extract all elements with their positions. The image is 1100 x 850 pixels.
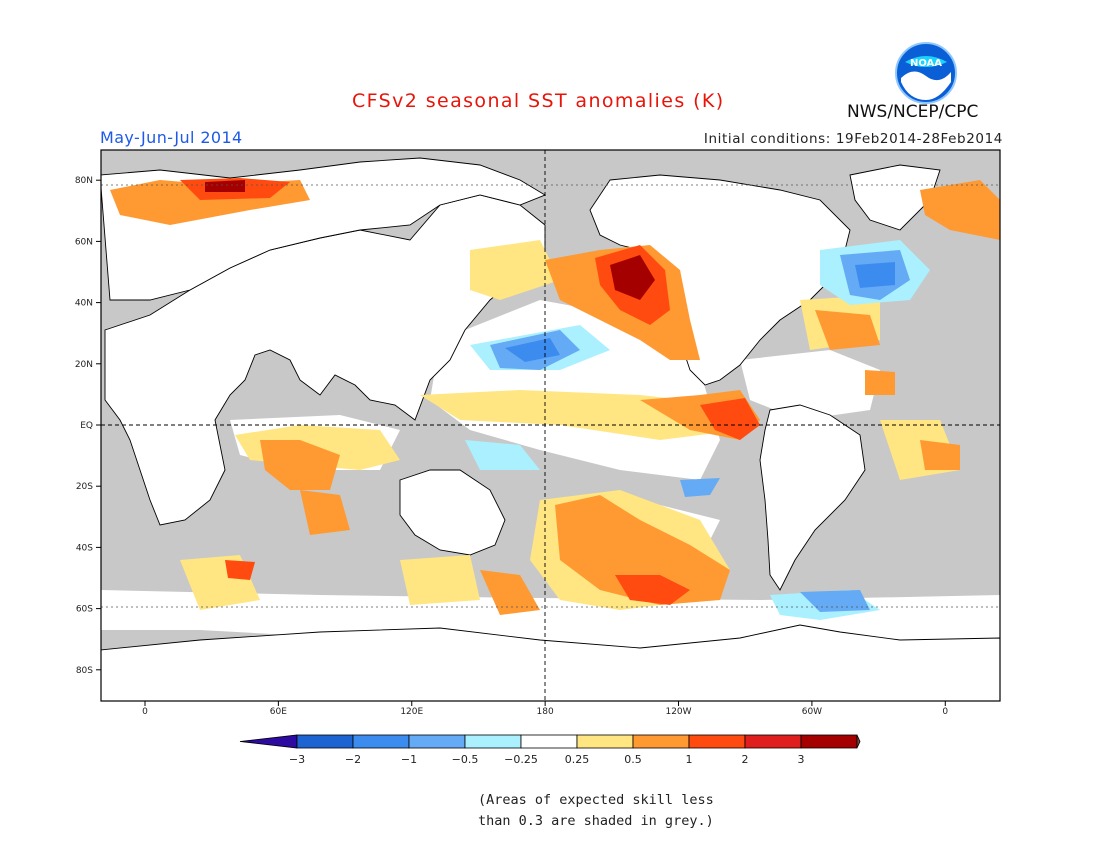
lat-tick-label: 60S bbox=[76, 605, 93, 615]
agency-label: NWS/NCEP/CPC bbox=[847, 102, 979, 122]
noaa-logo-text: NOAA bbox=[910, 58, 942, 69]
colorbar-label: −3 bbox=[289, 753, 305, 766]
colorbar-box bbox=[296, 734, 354, 749]
lat-tick-label: 40N bbox=[75, 299, 93, 309]
colorbar-box bbox=[800, 734, 858, 749]
initial-conditions-label: Initial conditions: 19Feb2014-28Feb2014 bbox=[703, 131, 1003, 147]
colorbar-box bbox=[352, 734, 410, 749]
colorbar-label: 3 bbox=[798, 753, 805, 766]
colorbar-label: −1 bbox=[401, 753, 417, 766]
colorbar-label: 2 bbox=[742, 753, 749, 766]
colorbar-box bbox=[408, 734, 466, 749]
continents bbox=[101, 157, 1000, 701]
lat-tick-label: 80N bbox=[75, 176, 93, 186]
colorbar-left-arrow bbox=[239, 734, 298, 749]
lon-tick-label: 0 bbox=[942, 707, 948, 717]
lon-tick-label: 120E bbox=[400, 707, 423, 717]
anomaly-2-3 bbox=[205, 180, 655, 300]
noaa-logo: NOAA bbox=[895, 42, 957, 104]
land-eurasia-africa bbox=[104, 194, 546, 526]
colorbar-label: −0.25 bbox=[504, 753, 538, 766]
lat-tick-label: 20N bbox=[75, 360, 93, 370]
lat-tick-label: 80S bbox=[76, 666, 93, 676]
colorbar-box bbox=[688, 734, 746, 749]
colorbar-label: 1 bbox=[686, 753, 693, 766]
skill-note-line2: than 0.3 are shaded in grey.) bbox=[478, 813, 714, 829]
lat-tick-label: 40S bbox=[76, 543, 93, 553]
map-title: CFSv2 seasonal SST anomalies (K) bbox=[352, 90, 725, 112]
colorbar-box bbox=[576, 734, 634, 749]
colorbar-label: −2 bbox=[345, 753, 361, 766]
colorbar-box bbox=[520, 734, 578, 749]
lon-ticks: 0 60E 120E 180 120W 60W 0 bbox=[142, 701, 948, 717]
map-field bbox=[101, 150, 1000, 701]
reference-lines bbox=[101, 150, 1000, 701]
colorbar bbox=[239, 734, 861, 749]
skill-note-line1: (Areas of expected skill less bbox=[478, 792, 714, 808]
lat-ticks: 80N 60N 40N 20N EQ 20S 40S 60S 80S bbox=[75, 176, 101, 676]
lon-tick-label: 60E bbox=[270, 707, 287, 717]
skill-note: (Areas of expected skill less than 0.3 a… bbox=[478, 790, 714, 832]
colorbar-label: 0.25 bbox=[565, 753, 590, 766]
colorbar-box bbox=[632, 734, 690, 749]
land-antarctica bbox=[101, 624, 1000, 701]
lon-tick-label: 120W bbox=[665, 707, 691, 717]
colorbar-label: 0.5 bbox=[624, 753, 642, 766]
lat-tick-label: 20S bbox=[76, 482, 93, 492]
colorbar-right-arrow bbox=[856, 734, 861, 749]
colorbar-box bbox=[464, 734, 522, 749]
season-label: May-Jun-Jul 2014 bbox=[100, 128, 243, 147]
colorbar-label: −0.5 bbox=[452, 753, 479, 766]
anomaly-minus-1 bbox=[505, 262, 895, 362]
land-australia bbox=[399, 469, 506, 556]
lon-tick-label: 0 bbox=[142, 707, 148, 717]
land-south-america bbox=[759, 404, 866, 591]
land-greenland bbox=[849, 164, 941, 231]
lat-tick-label: 60N bbox=[75, 237, 93, 247]
lon-tick-label: 60W bbox=[802, 707, 822, 717]
colorbar-box bbox=[744, 734, 802, 749]
colorbar-labels: −3 −2 −1 −0.5 −0.25 0.25 0.5 1 2 3 bbox=[289, 753, 805, 766]
lon-tick-label: 180 bbox=[537, 707, 554, 717]
lat-tick-label: EQ bbox=[80, 421, 93, 431]
